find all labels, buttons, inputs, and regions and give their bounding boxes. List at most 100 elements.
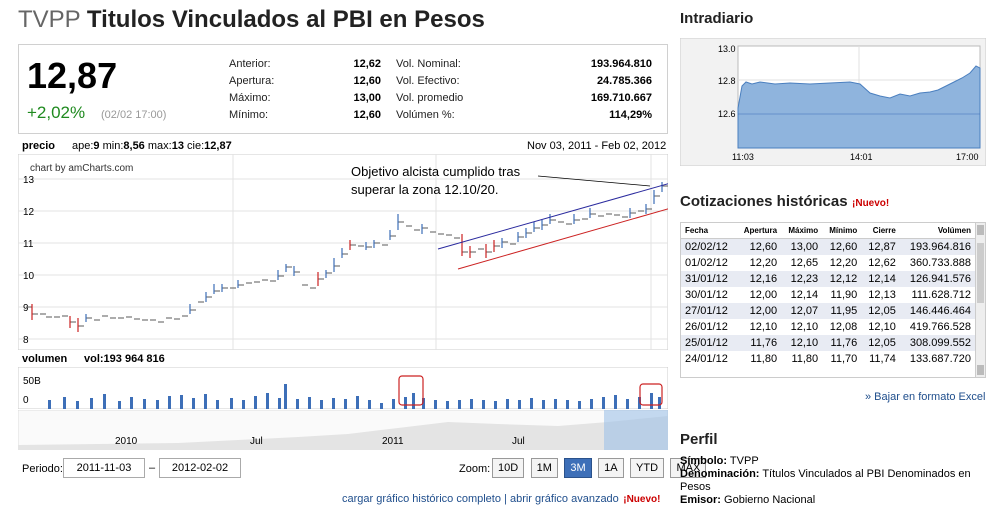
zoom-ytd-button[interactable]: YTD: [630, 458, 665, 478]
profile-details: Símbolo: TVPP Denominación: Títulos Vinc…: [680, 455, 986, 507]
stat-value: 13,00: [353, 92, 381, 104]
intraday-chart[interactable]: 13.0 12.8 12.6 11:03 14:01 17:00: [680, 38, 986, 166]
quote-summary: 12,87 +2,02% (02/02 17:00) Anterior: 12,…: [18, 44, 668, 134]
period-to-input[interactable]: 2012-02-02: [159, 458, 241, 478]
excel-download-link[interactable]: » Bajar en formato Excel: [865, 391, 986, 403]
volume-y-tick: 50B: [23, 376, 41, 387]
scrollbar-down-arrow[interactable]: [977, 365, 984, 375]
change-time: (02/02 17:00): [101, 109, 167, 121]
period-from-input[interactable]: 2011-11-03: [63, 458, 145, 478]
stat-label: Anterior:: [229, 58, 271, 70]
table-row: 01/02/12 12,20 12,65 12,20 12,62 360.733.888: [685, 256, 971, 269]
period-separator: –: [149, 462, 156, 474]
table-row: 24/01/12 11,80 11,80 11,70 11,74 133.687.720: [685, 352, 971, 365]
navigator-label: 2011: [382, 436, 404, 447]
intraday-x-tick: 11:03: [732, 152, 754, 162]
stat-value: 12,60: [353, 109, 381, 121]
chart-links: cargar gráfico histórico completo | abri…: [342, 489, 660, 507]
column-header[interactable]: Volúmen: [899, 223, 975, 239]
volume-panel-label: volumen: [22, 353, 68, 365]
profile-value: TVPP: [729, 455, 759, 467]
period-label: Periodo:: [22, 463, 63, 475]
column-header[interactable]: Fecha: [681, 223, 737, 239]
y-tick: 12: [23, 207, 35, 218]
stat-label: Apertura:: [229, 75, 275, 87]
volume-chart[interactable]: 50B 0: [18, 367, 668, 409]
table-row: 30/01/12 12,00 12,14 11,90 12,13 111.628.712: [685, 288, 971, 301]
upper-trendline: [437, 183, 668, 250]
navigator-scroller[interactable]: 2010 Jul 2011 Jul: [18, 410, 668, 450]
stat-value: 12,60: [353, 75, 381, 87]
scrollbar-thumb[interactable]: [977, 243, 984, 303]
chart-credit: chart by amCharts.com: [30, 163, 133, 174]
intraday-title: Intradiario: [680, 10, 754, 27]
y-tick: 13: [23, 175, 35, 186]
ticker-symbol: TVPP: [18, 6, 81, 33]
y-tick: 8: [23, 335, 29, 346]
column-header[interactable]: Apertura: [736, 223, 782, 239]
profile-title: Perfil: [680, 431, 718, 448]
instrument-name: Titulos Vinculados al PBI en Pesos: [86, 6, 485, 33]
historical-title: Cotizaciones históricas: [680, 193, 848, 210]
stat-value: 12,62: [353, 58, 381, 70]
zoom-max-button[interactable]: MAX: [670, 458, 707, 478]
table-row: 02/02/12 12,60 13,00 12,60 12,87 193.964.816: [681, 238, 975, 255]
table-row: 25/01/12 11,76 12,10 11,76 12,05 308.099.552: [681, 334, 975, 351]
stat-label: Vol. Efectivo:: [396, 75, 460, 87]
full-history-link[interactable]: cargar gráfico histórico completo: [342, 493, 501, 505]
scrollbar-up-arrow[interactable]: [977, 225, 984, 235]
navigator-label: 2010: [115, 436, 138, 447]
profile-label: Símbolo:: [680, 455, 728, 467]
historical-table-container[interactable]: Fecha Apertura Máximo Mínimo Cierre Volú…: [680, 222, 986, 378]
intraday-y-tick: 12.6: [718, 109, 736, 119]
column-header[interactable]: Mínimo: [822, 223, 862, 239]
navigator-selection: [604, 410, 668, 450]
zoom-1m-button[interactable]: 1M: [530, 458, 558, 478]
stat-value: 169.710.667: [590, 92, 652, 104]
annotation-text: superar la zona 12.10/20.: [351, 182, 498, 197]
profile-value: Gobierno Nacional: [724, 494, 816, 506]
price-chart[interactable]: chart by amCharts.com 13 12 11 10 9 8 Ob…: [18, 154, 668, 350]
zoom-10d-button[interactable]: 10D: [492, 458, 525, 478]
volume-bars: [48, 384, 661, 409]
stat-label: Mínimo:: [229, 109, 269, 121]
zoom-3m-button[interactable]: 3M: [564, 458, 592, 478]
historical-header: Cotizaciones históricas ¡Nuevo!: [680, 193, 889, 211]
y-tick: 10: [23, 271, 35, 282]
lower-trendline: [457, 208, 668, 270]
new-badge: ¡Nuevo!: [623, 494, 661, 505]
annotation-text: Objetivo alcista cumplido tras: [351, 164, 521, 179]
profile-label: Emisor:: [680, 494, 721, 506]
intraday-y-tick: 13.0: [718, 44, 736, 54]
volume-highlight: [639, 383, 663, 406]
navigator-label: Jul: [250, 436, 263, 447]
advanced-chart-link[interactable]: abrir gráfico avanzado: [509, 493, 619, 505]
page-title: TVPP Titulos Vinculados al PBI en Pesos: [18, 6, 485, 34]
table-row: 31/01/12 12,16 12,23 12,12 12,14 126.941.576: [681, 270, 975, 287]
stat-value: 193.964.810: [590, 58, 652, 70]
profile-value: Títulos Vinculados al PBI Denominados en…: [680, 468, 971, 493]
intraday-y-tick: 12.8: [718, 76, 736, 86]
profile-label: Denominación:: [680, 468, 760, 480]
intraday-x-tick: 14:01: [850, 152, 873, 162]
price-panel-label: precio: [22, 140, 56, 152]
zoom-1a-button[interactable]: 1A: [598, 458, 624, 478]
stat-label: Máximo:: [229, 92, 271, 104]
zoom-buttons: 10D 1M 3M 1A YTD MAX: [490, 458, 707, 478]
new-badge: ¡Nuevo!: [852, 198, 890, 209]
stat-value: 24.785.366: [596, 75, 652, 87]
chart-date-range: Nov 03, 2011 - Feb 02, 2012: [527, 140, 667, 152]
zoom-label: Zoom:: [459, 463, 491, 475]
price-grid: [18, 154, 668, 350]
table-row: 26/01/12 12,10 12,10 12,08 12,10 419.766.528: [685, 320, 971, 333]
stat-label: Vol. Nominal:: [396, 58, 461, 70]
stat-label: Vol. promedio: [396, 92, 464, 104]
table-row: 27/01/12 12,00 12,07 11,95 12,05 146.446.464: [681, 302, 975, 319]
y-tick: 11: [23, 239, 34, 250]
stat-value: 114,29%: [609, 109, 652, 121]
column-header[interactable]: Máximo: [781, 223, 823, 239]
intraday-x-tick: 17:00: [956, 152, 979, 162]
table-scrollbar[interactable]: [975, 223, 985, 377]
column-header[interactable]: Cierre: [861, 223, 900, 239]
stat-label: Volúmen %:: [396, 109, 455, 121]
